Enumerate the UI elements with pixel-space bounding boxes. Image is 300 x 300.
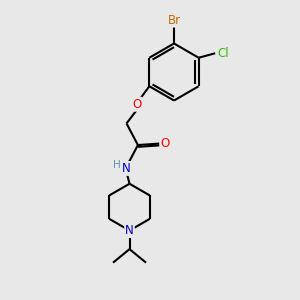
Text: Cl: Cl bbox=[218, 47, 230, 60]
Text: N: N bbox=[125, 224, 134, 237]
Text: H: H bbox=[113, 160, 121, 170]
Text: N: N bbox=[122, 162, 130, 175]
Text: Br: Br bbox=[167, 14, 181, 27]
Text: O: O bbox=[160, 137, 170, 150]
Text: O: O bbox=[132, 98, 142, 111]
